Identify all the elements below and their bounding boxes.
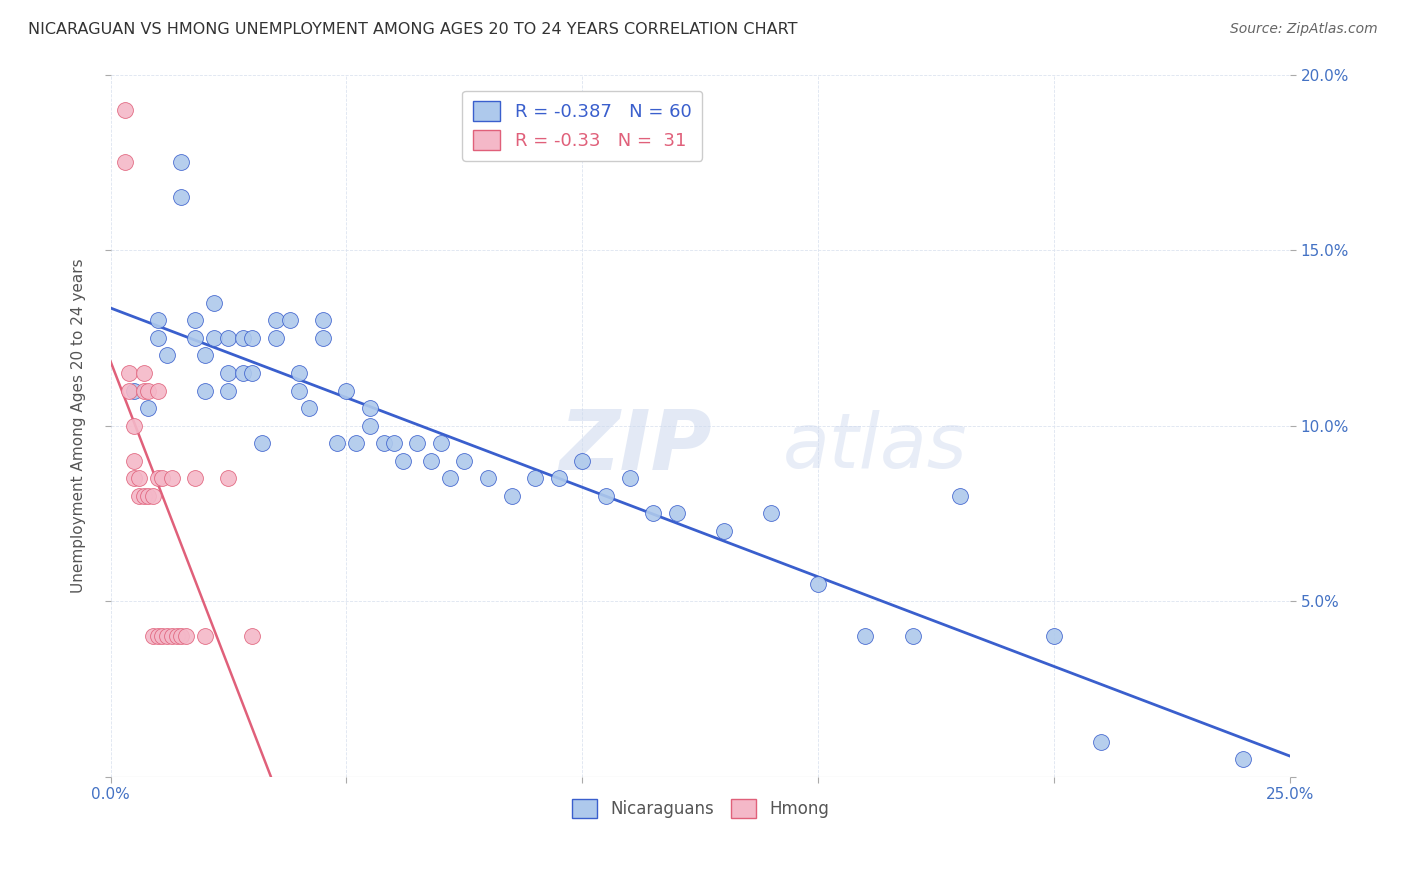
Point bbox=[136, 489, 159, 503]
Point bbox=[114, 103, 136, 117]
Point bbox=[595, 489, 617, 503]
Point bbox=[146, 471, 169, 485]
Point bbox=[344, 436, 367, 450]
Point bbox=[170, 190, 193, 204]
Point bbox=[278, 313, 301, 327]
Point bbox=[114, 155, 136, 169]
Point bbox=[1232, 752, 1254, 766]
Point bbox=[118, 366, 141, 380]
Point bbox=[335, 384, 357, 398]
Point bbox=[146, 313, 169, 327]
Point bbox=[118, 384, 141, 398]
Point bbox=[184, 313, 207, 327]
Point bbox=[288, 384, 311, 398]
Point bbox=[298, 401, 321, 416]
Point bbox=[901, 629, 924, 643]
Point bbox=[194, 629, 217, 643]
Point bbox=[807, 576, 830, 591]
Point bbox=[1090, 735, 1112, 749]
Point bbox=[128, 489, 150, 503]
Point bbox=[264, 331, 287, 345]
Point bbox=[406, 436, 429, 450]
Point bbox=[359, 401, 381, 416]
Point bbox=[430, 436, 453, 450]
Point bbox=[240, 331, 263, 345]
Point bbox=[202, 331, 225, 345]
Point bbox=[218, 331, 240, 345]
Point bbox=[382, 436, 405, 450]
Point bbox=[184, 471, 207, 485]
Point bbox=[142, 629, 165, 643]
Point bbox=[547, 471, 569, 485]
Point bbox=[392, 454, 415, 468]
Point bbox=[312, 331, 335, 345]
Point bbox=[202, 295, 225, 310]
Point bbox=[132, 384, 155, 398]
Point bbox=[146, 331, 169, 345]
Point bbox=[439, 471, 461, 485]
Point bbox=[122, 454, 145, 468]
Point bbox=[218, 384, 240, 398]
Point bbox=[373, 436, 395, 450]
Point bbox=[232, 331, 254, 345]
Point bbox=[312, 313, 335, 327]
Point bbox=[160, 629, 183, 643]
Point bbox=[146, 629, 169, 643]
Point bbox=[855, 629, 877, 643]
Point bbox=[132, 366, 155, 380]
Point bbox=[524, 471, 547, 485]
Point bbox=[240, 366, 263, 380]
Point bbox=[218, 366, 240, 380]
Point bbox=[501, 489, 523, 503]
Y-axis label: Unemployment Among Ages 20 to 24 years: Unemployment Among Ages 20 to 24 years bbox=[72, 259, 86, 593]
Point bbox=[453, 454, 475, 468]
Point bbox=[1043, 629, 1066, 643]
Point bbox=[326, 436, 349, 450]
Point bbox=[218, 471, 240, 485]
Point bbox=[128, 471, 150, 485]
Point bbox=[136, 401, 159, 416]
Text: NICARAGUAN VS HMONG UNEMPLOYMENT AMONG AGES 20 TO 24 YEARS CORRELATION CHART: NICARAGUAN VS HMONG UNEMPLOYMENT AMONG A… bbox=[28, 22, 797, 37]
Point bbox=[142, 489, 165, 503]
Point bbox=[170, 155, 193, 169]
Point bbox=[156, 629, 179, 643]
Point bbox=[264, 313, 287, 327]
Point bbox=[759, 507, 782, 521]
Point bbox=[136, 384, 159, 398]
Point bbox=[250, 436, 273, 450]
Text: ZIP: ZIP bbox=[558, 406, 711, 487]
Point bbox=[122, 384, 145, 398]
Point bbox=[949, 489, 972, 503]
Point bbox=[232, 366, 254, 380]
Point bbox=[194, 348, 217, 362]
Point bbox=[194, 384, 217, 398]
Legend: Nicaraguans, Hmong: Nicaraguans, Hmong bbox=[565, 793, 835, 825]
Point bbox=[643, 507, 665, 521]
Text: atlas: atlas bbox=[783, 409, 967, 483]
Point bbox=[240, 629, 263, 643]
Point bbox=[152, 629, 174, 643]
Point bbox=[420, 454, 443, 468]
Point bbox=[132, 489, 155, 503]
Point bbox=[152, 471, 174, 485]
Text: Source: ZipAtlas.com: Source: ZipAtlas.com bbox=[1230, 22, 1378, 37]
Point bbox=[619, 471, 641, 485]
Point bbox=[359, 418, 381, 433]
Point bbox=[571, 454, 593, 468]
Point bbox=[122, 471, 145, 485]
Point bbox=[170, 629, 193, 643]
Point bbox=[174, 629, 197, 643]
Point bbox=[156, 348, 179, 362]
Point bbox=[713, 524, 735, 538]
Point bbox=[160, 471, 183, 485]
Point bbox=[288, 366, 311, 380]
Point bbox=[184, 331, 207, 345]
Point bbox=[477, 471, 499, 485]
Point bbox=[146, 384, 169, 398]
Point bbox=[166, 629, 188, 643]
Point bbox=[665, 507, 688, 521]
Point bbox=[122, 418, 145, 433]
